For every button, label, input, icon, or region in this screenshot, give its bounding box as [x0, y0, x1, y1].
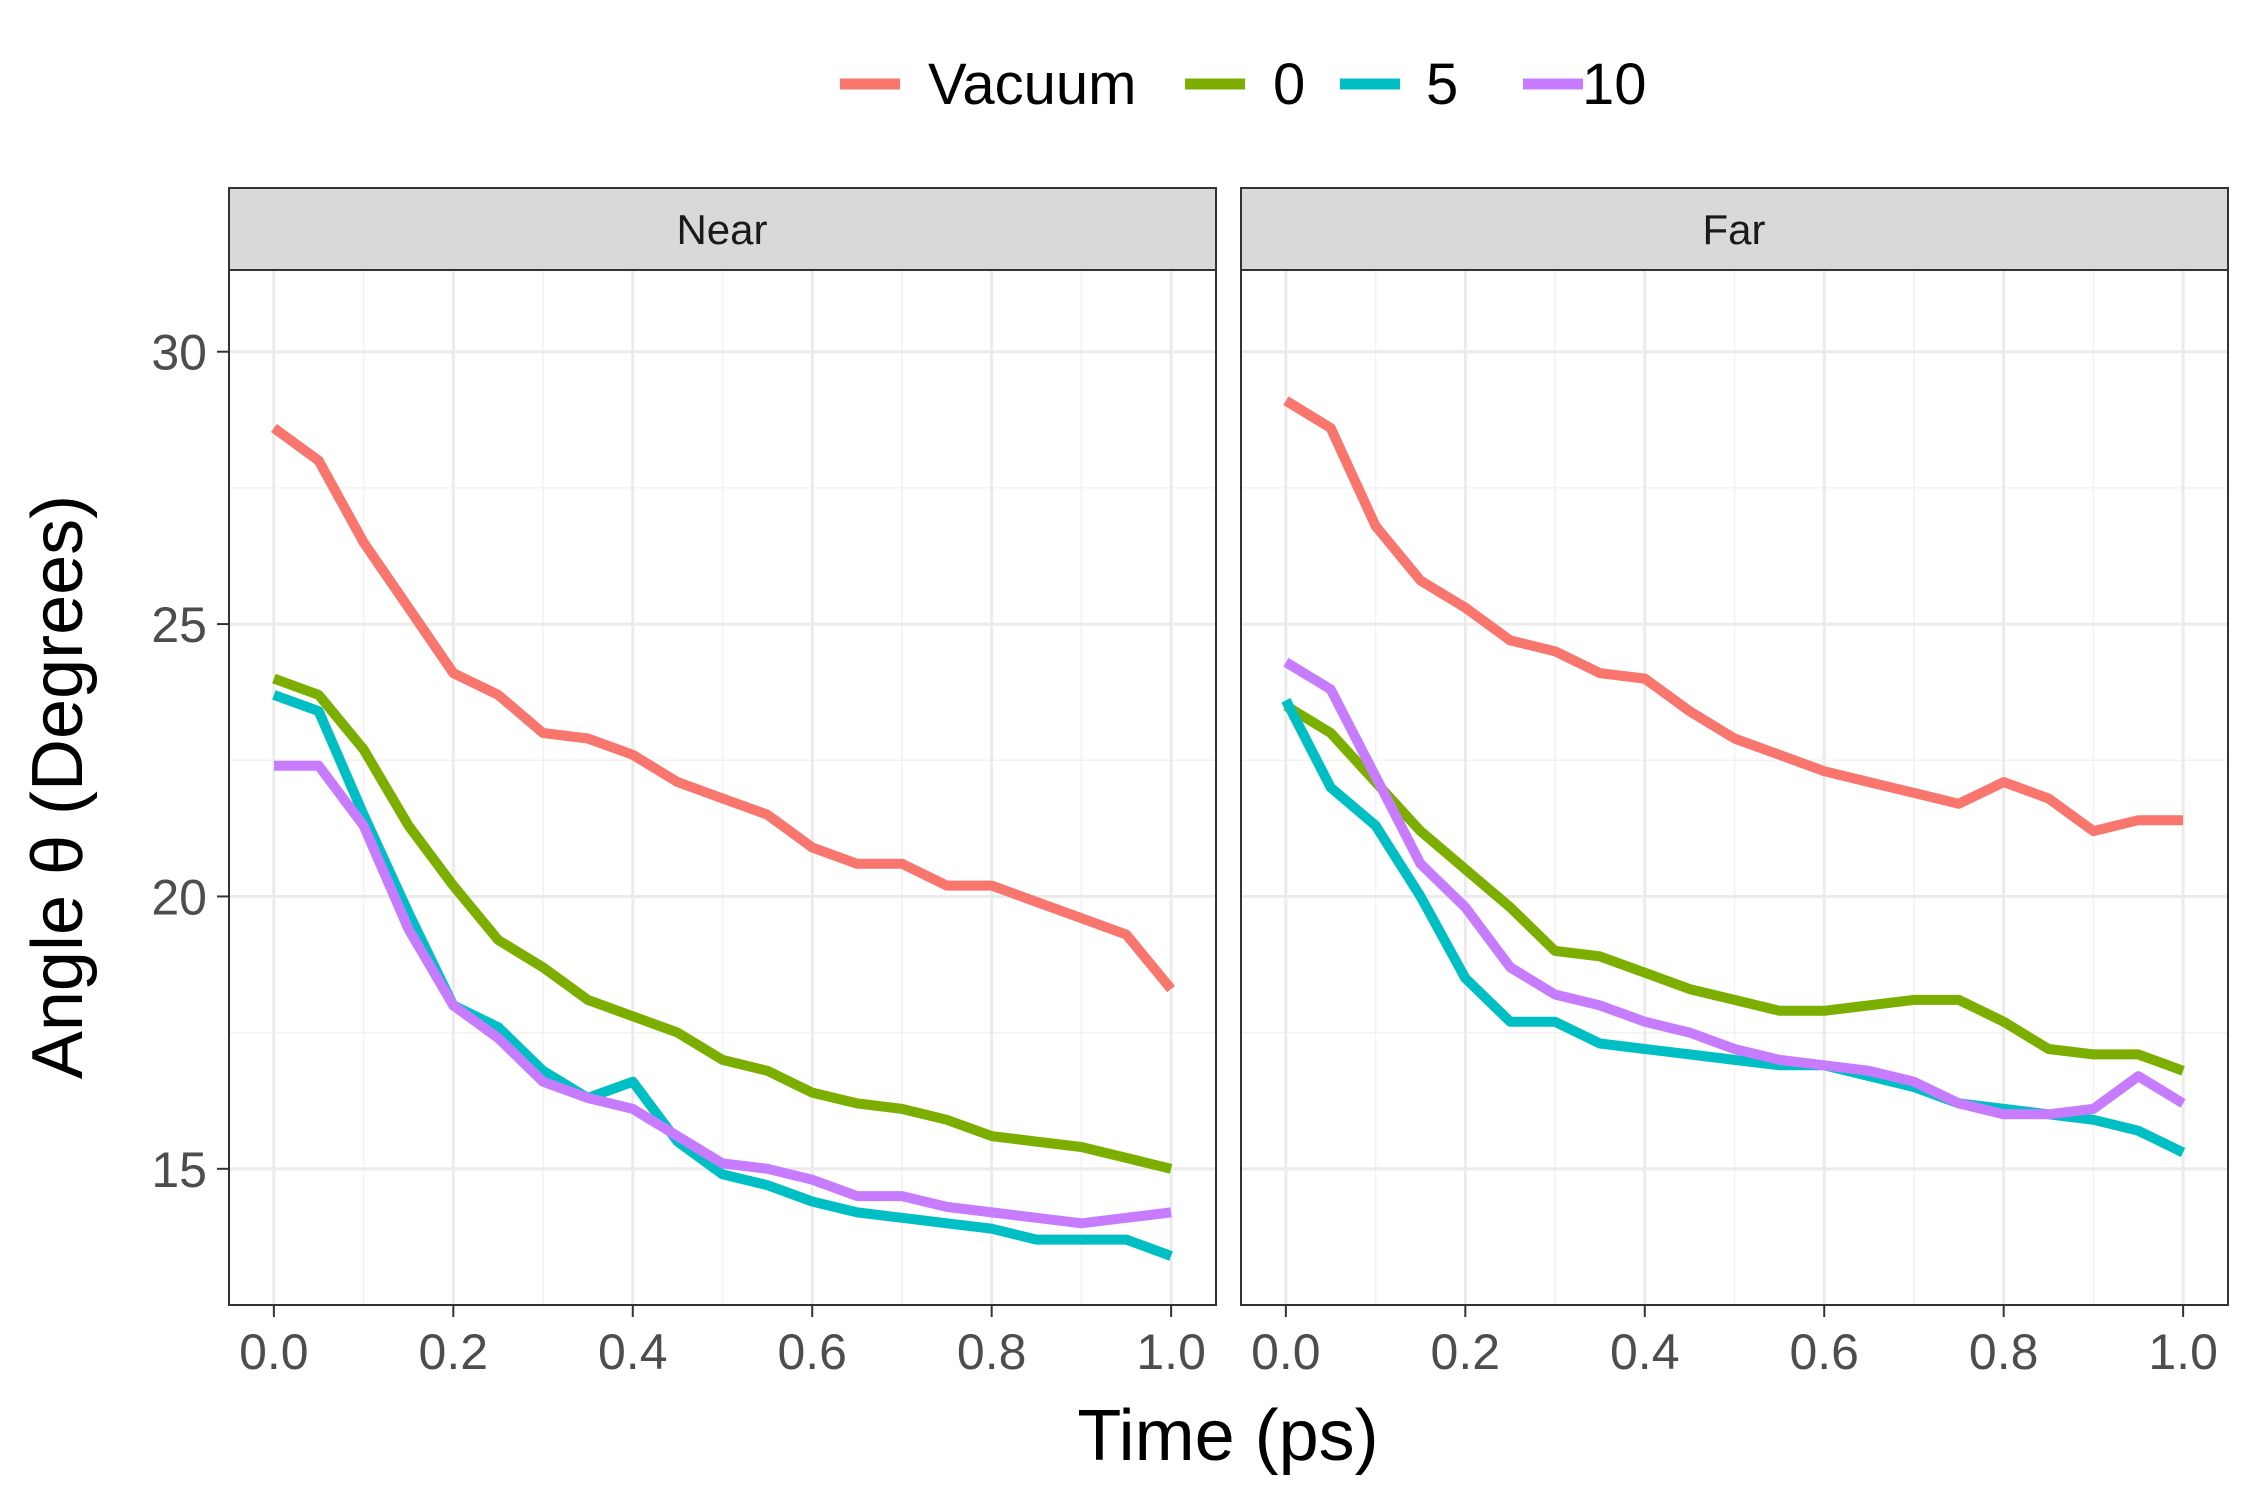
x-tick-label: 0.8 [1969, 1324, 2039, 1380]
gridlines-far [1241, 270, 2228, 1305]
legend-label-10: 10 [1582, 52, 1647, 117]
x-tick-label: 0.2 [1431, 1324, 1501, 1380]
series-line-near-5 [272, 690, 1173, 1261]
y-tick-label: 20 [151, 869, 207, 925]
series-line-near-vacuum [270, 423, 1175, 993]
x-tick-label: 1.0 [1136, 1324, 1206, 1380]
strip-near [228, 187, 1217, 271]
y-axis-title: Angle θ (Degrees) [18, 495, 98, 1079]
x-tick-label: 0.4 [1610, 1324, 1680, 1380]
panel-far: Far [1240, 187, 2229, 1306]
x-tick-label: 0.6 [777, 1324, 847, 1380]
x-tick-label: 0.0 [1251, 1324, 1321, 1380]
y-tick-label: 30 [151, 325, 207, 381]
x-axis-near: 0.0 0.2 0.4 0.6 0.8 1.0 [239, 1305, 1206, 1380]
gridlines-near [229, 270, 1216, 1305]
panel-border-near [228, 269, 1217, 1306]
y-tick-label: 25 [151, 597, 207, 653]
series-line-far-0 [1283, 701, 2185, 1076]
legend-label-5: 5 [1426, 52, 1458, 117]
x-tick-label: 0.8 [957, 1324, 1027, 1380]
legend-label-0: 0 [1273, 52, 1305, 117]
series-far [1281, 396, 2186, 1157]
series-line-far-vacuum [1283, 396, 2184, 837]
x-axis-title: Time (ps) [1077, 1396, 1378, 1476]
panel-border-far [1240, 269, 2229, 1306]
panel-near: Near [228, 187, 1217, 1306]
strip-label-far: Far [1703, 206, 1766, 253]
series-near [270, 423, 1175, 1261]
x-tick-label: 0.6 [1789, 1324, 1859, 1380]
x-tick-label: 0.0 [239, 1324, 309, 1380]
series-line-near-0 [272, 673, 1173, 1174]
x-axis-far: 0.0 0.2 0.4 0.6 0.8 1.0 [1251, 1305, 2218, 1380]
x-tick-label: 0.4 [598, 1324, 668, 1380]
legend-label-vacuum: Vacuum [928, 52, 1136, 117]
strip-label-near: Near [676, 206, 767, 253]
series-line-far-10 [1283, 657, 2186, 1120]
series-line-near-10 [273, 760, 1172, 1229]
legend: Vacuum 0 5 10 [840, 52, 1647, 117]
y-axis: 15 20 25 30 [151, 325, 229, 1198]
x-tick-label: 0.2 [419, 1324, 489, 1380]
y-tick-label: 15 [151, 1142, 207, 1198]
x-tick-label: 1.0 [2148, 1324, 2218, 1380]
